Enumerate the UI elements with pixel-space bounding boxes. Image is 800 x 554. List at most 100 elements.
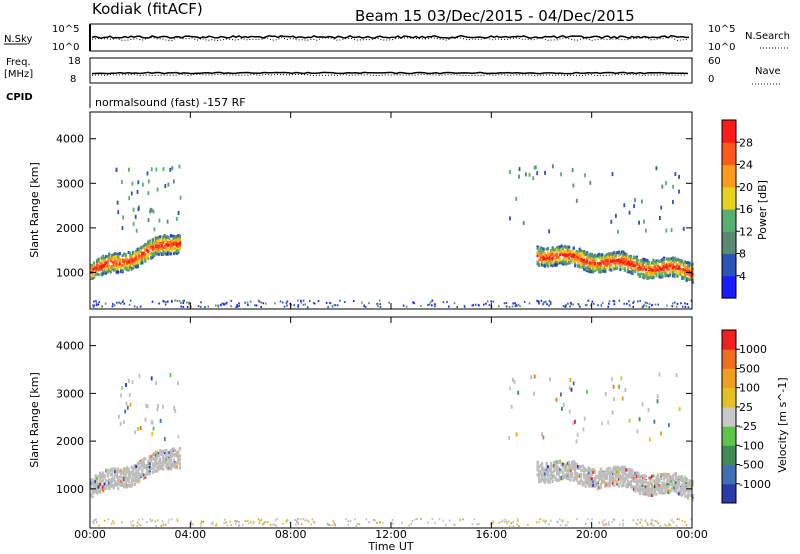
data-cell-sparse xyxy=(279,300,282,303)
data-cell xyxy=(590,482,593,486)
data-cell xyxy=(595,474,598,478)
data-cell-sparse xyxy=(263,523,265,526)
data-cell xyxy=(626,262,629,266)
data-cell-sparse xyxy=(611,377,613,382)
data-cell xyxy=(665,270,669,274)
data-cell-sparse xyxy=(567,521,569,524)
data-cell xyxy=(613,259,616,263)
data-cell-sparse xyxy=(587,299,590,302)
data-cell-sparse xyxy=(644,301,647,304)
data-cell xyxy=(138,472,141,476)
data-cell xyxy=(106,255,109,259)
data-cell-sparse xyxy=(167,300,169,303)
colorbar-tick-label: 500 xyxy=(739,362,760,375)
data-cell xyxy=(653,260,657,264)
data-cell xyxy=(580,251,583,255)
data-cell xyxy=(655,266,658,270)
data-cell xyxy=(611,470,614,474)
data-cell-sparse xyxy=(516,518,519,521)
data-cell-sparse xyxy=(125,383,127,387)
data-cell-sparse xyxy=(535,521,538,524)
data-cell xyxy=(548,480,551,484)
data-cell xyxy=(100,273,103,277)
data-cell-sparse xyxy=(309,300,311,302)
data-cell xyxy=(644,262,647,266)
data-cell xyxy=(553,465,556,469)
data-cell xyxy=(541,465,544,469)
data-cell-sparse xyxy=(505,520,508,523)
colorbar-tick-label: 28 xyxy=(739,136,753,149)
data-cell-sparse xyxy=(684,521,686,523)
data-cell-sparse xyxy=(539,518,542,521)
data-cell xyxy=(608,476,611,479)
data-cell-sparse xyxy=(508,306,511,308)
data-cell xyxy=(568,245,571,249)
data-cell-sparse xyxy=(562,304,565,307)
data-cell xyxy=(634,476,637,480)
data-cell xyxy=(628,468,631,472)
data-cell-sparse xyxy=(618,523,621,526)
data-cell-sparse xyxy=(648,306,651,309)
data-cell xyxy=(611,475,614,479)
data-cell xyxy=(545,262,548,266)
data-cell-sparse xyxy=(600,305,603,308)
data-cell xyxy=(151,453,154,456)
data-cell xyxy=(121,476,124,480)
data-cell xyxy=(548,469,551,473)
data-cell xyxy=(664,484,667,488)
data-cell xyxy=(100,259,103,263)
data-cell-sparse xyxy=(230,524,233,527)
data-cell-sparse xyxy=(675,524,678,527)
data-cell xyxy=(111,469,114,473)
data-cell xyxy=(174,448,177,452)
data-cell-sparse xyxy=(533,374,536,379)
data-cell xyxy=(117,487,120,491)
data-cell-sparse xyxy=(639,521,641,524)
data-cell xyxy=(562,475,565,479)
data-cell xyxy=(174,465,177,469)
data-cell xyxy=(596,487,599,491)
data-cell-sparse xyxy=(649,523,652,526)
data-cell-sparse xyxy=(678,174,680,179)
data-cell-sparse xyxy=(501,519,504,522)
data-cell xyxy=(156,453,159,457)
data-cell xyxy=(691,270,694,274)
data-cell xyxy=(637,259,640,263)
nave-trace xyxy=(91,73,687,77)
data-cell xyxy=(129,253,132,257)
data-cell xyxy=(581,469,584,472)
data-cell xyxy=(168,240,171,244)
data-cell xyxy=(681,488,684,492)
data-cell xyxy=(115,256,118,259)
data-cell-sparse xyxy=(402,304,405,307)
data-cell xyxy=(662,262,666,266)
data-cell xyxy=(148,457,151,461)
data-cell xyxy=(154,247,157,251)
data-cell xyxy=(103,256,106,260)
data-cell xyxy=(687,492,690,496)
data-cell xyxy=(117,470,120,474)
data-cell xyxy=(569,463,572,467)
data-cell xyxy=(611,259,614,263)
data-cell xyxy=(144,474,147,478)
data-cell-sparse xyxy=(120,302,122,305)
data-cell xyxy=(142,457,145,461)
data-cell xyxy=(112,483,115,487)
data-cell xyxy=(148,455,151,459)
colorbar-swatch xyxy=(722,231,736,255)
data-cell xyxy=(626,265,629,269)
data-cell-sparse xyxy=(453,302,456,305)
data-cell xyxy=(632,486,635,489)
data-cell xyxy=(635,475,638,478)
data-cell xyxy=(601,474,604,478)
data-cell-sparse xyxy=(171,166,174,171)
data-cell-sparse xyxy=(274,302,276,305)
data-cell-sparse xyxy=(310,523,313,526)
data-cell xyxy=(545,477,548,481)
data-cell xyxy=(150,467,153,471)
data-cell xyxy=(604,470,607,474)
data-cell-sparse xyxy=(478,523,480,526)
data-cell xyxy=(574,257,577,261)
data-cell xyxy=(157,239,160,243)
data-cell-sparse xyxy=(150,376,153,381)
